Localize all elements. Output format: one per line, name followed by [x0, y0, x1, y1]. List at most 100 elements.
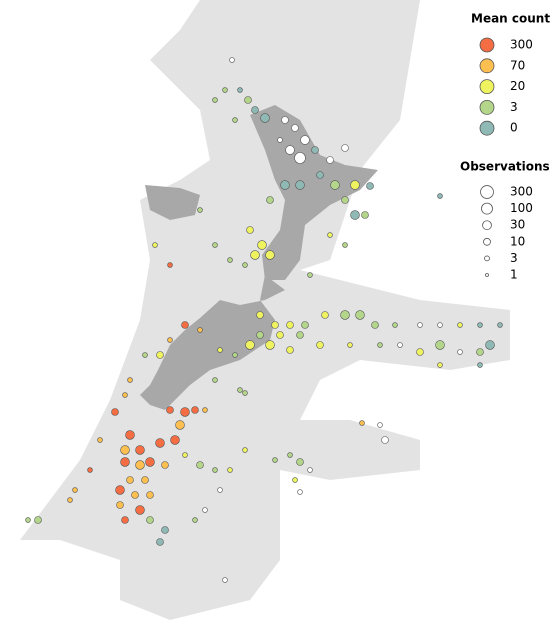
legend-swatch	[479, 100, 495, 115]
observation-point	[222, 87, 228, 93]
observation-point	[327, 232, 333, 238]
observation-point	[417, 322, 423, 328]
observation-point	[167, 337, 173, 343]
observation-point	[72, 487, 78, 493]
observation-point	[485, 340, 495, 350]
observation-point	[292, 477, 298, 483]
observation-point	[146, 516, 154, 524]
legend-swatch	[479, 37, 495, 53]
legend-title: Mean count	[471, 12, 550, 26]
observation-point	[251, 106, 259, 114]
observation-point	[397, 342, 403, 348]
observation-point	[341, 196, 349, 204]
observation-point	[437, 193, 443, 199]
observation-point	[265, 250, 275, 260]
observation-point	[202, 407, 208, 413]
legend-label: 100	[510, 201, 533, 215]
observation-point	[416, 348, 424, 356]
legend-label: 300	[510, 185, 533, 199]
observation-point	[321, 311, 329, 319]
legend-label: 0	[510, 121, 518, 135]
observation-point	[435, 340, 445, 350]
observation-point	[342, 242, 348, 248]
legend-swatch	[479, 79, 495, 94]
observation-point	[366, 182, 374, 190]
observation-point	[280, 180, 290, 190]
observation-point	[350, 180, 360, 190]
observation-point	[192, 517, 198, 523]
observation-point	[437, 322, 443, 328]
observation-point	[155, 438, 165, 448]
observation-point	[121, 516, 129, 524]
observation-point	[330, 180, 340, 190]
observation-point	[191, 406, 199, 414]
points	[25, 57, 503, 583]
observation-point	[141, 476, 149, 484]
legend-title: Observations	[460, 160, 550, 174]
observation-point	[457, 349, 463, 355]
observation-point	[301, 321, 309, 329]
observation-point	[355, 310, 365, 320]
observation-point	[477, 362, 483, 368]
observation-point	[229, 57, 235, 63]
observation-point	[476, 348, 484, 356]
observation-point	[381, 436, 389, 444]
observation-point	[392, 322, 398, 328]
legend-label: 20	[510, 79, 525, 93]
observation-point	[227, 257, 233, 263]
observation-point	[127, 377, 133, 383]
observation-point	[361, 211, 369, 219]
observation-point	[286, 321, 294, 329]
observation-point	[311, 146, 319, 154]
observation-point	[135, 445, 145, 455]
observation-point	[120, 445, 130, 455]
legend-size	[480, 185, 494, 199]
observation-point	[25, 517, 31, 523]
observation-point	[242, 447, 248, 453]
observation-point	[232, 117, 238, 123]
observation-point	[350, 210, 360, 220]
observation-point	[347, 342, 353, 348]
observation-point	[266, 196, 274, 204]
observation-point	[497, 322, 503, 328]
observation-point	[437, 362, 443, 368]
observation-point	[340, 310, 350, 320]
observation-point	[286, 346, 294, 354]
observation-point	[297, 489, 303, 495]
legend-size	[485, 273, 489, 277]
legend-label: 3	[510, 251, 518, 265]
land	[140, 105, 378, 410]
observation-point	[371, 321, 379, 329]
observation-point	[316, 171, 324, 179]
observation-point	[87, 467, 93, 473]
observation-point	[272, 457, 278, 463]
observation-point	[316, 341, 324, 349]
observation-point	[277, 137, 283, 143]
legend-label: 10	[510, 234, 525, 248]
legend: Mean count Observations 3007020303001003…	[460, 12, 550, 282]
observation-point	[296, 458, 304, 466]
observation-point	[250, 250, 260, 260]
observation-point	[242, 262, 248, 268]
observation-point	[170, 435, 180, 445]
observation-point	[281, 116, 289, 124]
observation-point	[212, 467, 218, 473]
observation-point	[217, 347, 223, 353]
observation-point	[307, 467, 313, 473]
observation-point	[232, 352, 238, 358]
observation-point	[152, 242, 158, 248]
observation-point	[197, 207, 203, 213]
observation-point	[181, 321, 189, 329]
legend-label: 3	[510, 100, 518, 114]
observation-point	[135, 505, 145, 515]
observation-point	[34, 516, 42, 524]
observation-point	[202, 507, 208, 513]
observation-point	[377, 342, 383, 348]
observation-point	[97, 437, 103, 443]
observation-point	[257, 240, 267, 250]
observation-point	[125, 430, 135, 440]
observation-point	[256, 311, 264, 319]
observation-point	[196, 461, 204, 469]
observation-point	[341, 144, 349, 152]
observation-point	[182, 452, 188, 458]
